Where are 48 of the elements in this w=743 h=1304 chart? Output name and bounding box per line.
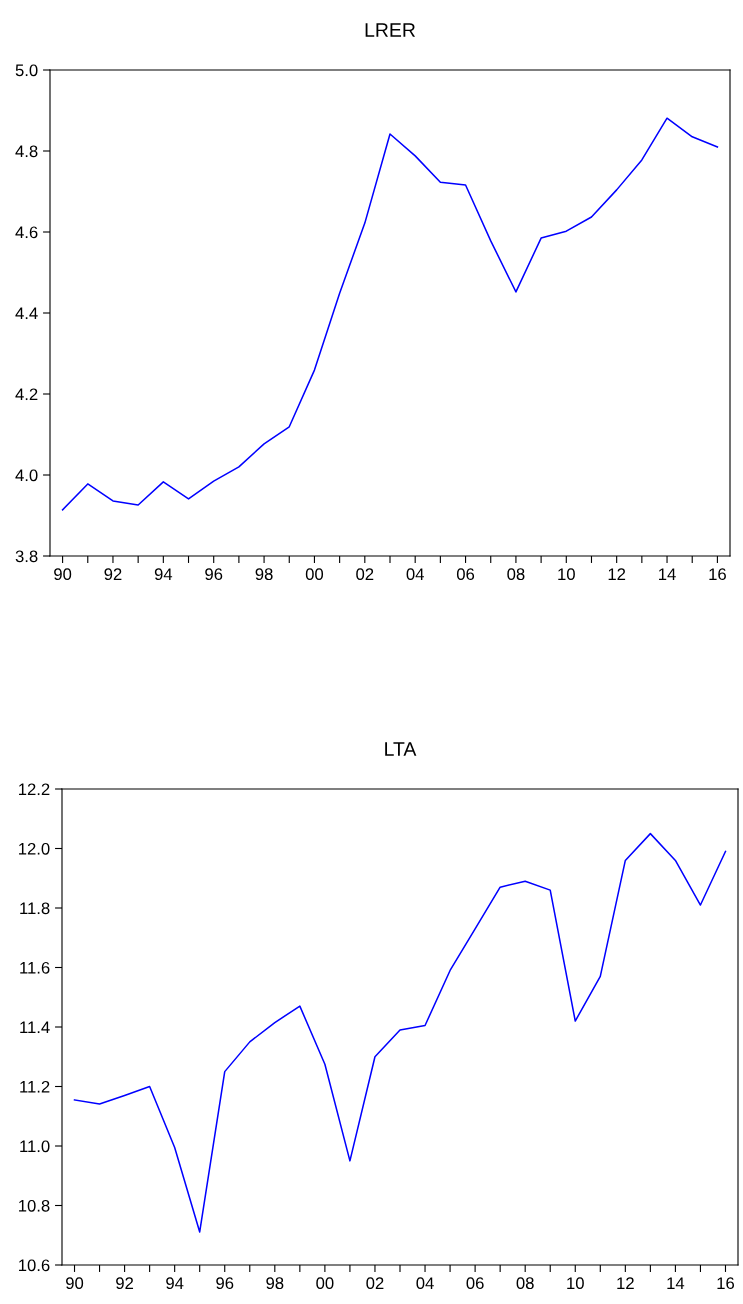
x-tick-label: 08	[507, 568, 525, 581]
y-tick-label: 4.8	[15, 145, 38, 158]
y-tick-label: 5.0	[15, 64, 38, 77]
x-tick-label: 08	[516, 1277, 534, 1290]
x-tick-label: 92	[104, 568, 122, 581]
x-tick-label: 96	[216, 1277, 234, 1290]
x-tick-label: 02	[356, 568, 374, 581]
x-tick-label: 06	[456, 568, 475, 581]
y-tick-label: 4.6	[15, 226, 38, 239]
y-tick-label: 11.2	[20, 1080, 50, 1093]
y-tick-label: 4.0	[15, 469, 38, 482]
y-tick-label: 4.4	[15, 307, 38, 320]
x-tick-label: 90	[54, 568, 72, 581]
x-tick-label: 02	[366, 1277, 384, 1290]
y-tick-label: 11.8	[20, 902, 50, 915]
x-tick-label: 92	[116, 1277, 134, 1290]
x-tick-label: 90	[66, 1277, 84, 1290]
y-tick-label: 12.2	[19, 783, 50, 796]
x-tick-label: 10	[567, 1277, 584, 1290]
x-tick-label: 00	[305, 568, 324, 581]
y-tick-label: 10.8	[19, 1199, 50, 1212]
y-tick-label: 11.0	[20, 1140, 50, 1153]
y-tick-label: 3.8	[15, 550, 38, 563]
x-tick-label: 04	[406, 568, 424, 581]
y-tick-label: 12.0	[19, 842, 50, 855]
y-tick-label: 4.2	[15, 388, 38, 401]
x-tick-label: 94	[166, 1277, 184, 1290]
x-tick-label: 16	[717, 1277, 735, 1290]
x-tick-label: 14	[659, 568, 676, 580]
line-series	[73, 832, 727, 1233]
x-tick-label: 16	[709, 568, 726, 581]
line-series	[61, 117, 719, 511]
x-tick-label: 12	[617, 1277, 634, 1289]
x-tick-label: 96	[205, 568, 223, 581]
x-tick-label: 12	[608, 568, 626, 580]
x-tick-label: 10	[558, 568, 575, 581]
x-tick-label: 98	[266, 1277, 284, 1290]
x-tick-label: 06	[466, 1277, 484, 1290]
chart-title: LTA	[385, 742, 417, 756]
y-tick-label: 11.4	[20, 1021, 50, 1034]
y-tick-label: 10.6	[19, 1259, 50, 1272]
x-tick-label: 00	[316, 1277, 334, 1290]
chart-title: LRER	[365, 23, 416, 37]
x-tick-label: 94	[154, 568, 173, 581]
y-tick-label: 11.6	[20, 961, 50, 974]
x-tick-label: 04	[416, 1277, 434, 1290]
x-tick-label: 98	[255, 568, 273, 581]
x-tick-label: 14	[667, 1277, 685, 1289]
